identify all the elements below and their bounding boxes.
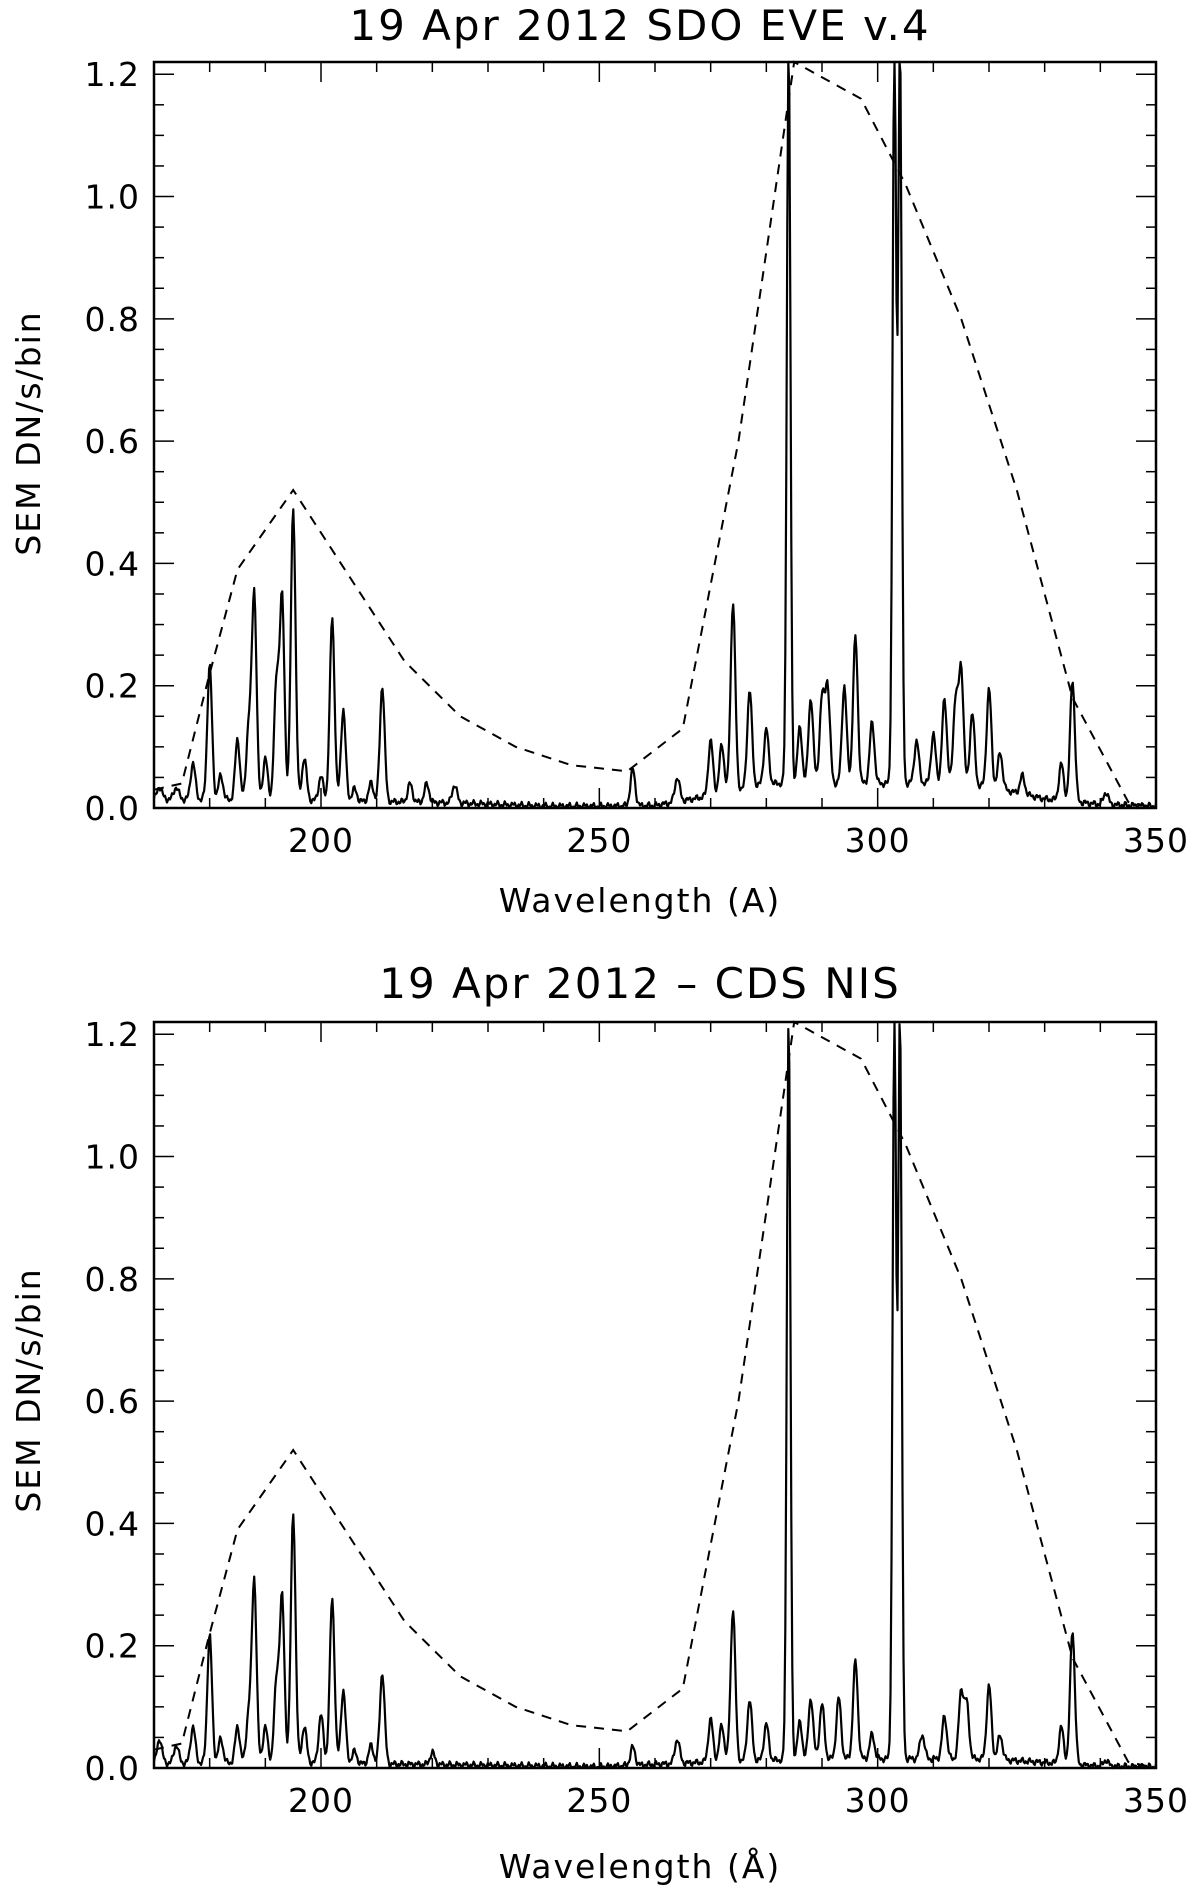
chart-title: 19 Apr 2012 SDO EVE v.4 <box>349 1 930 50</box>
y-tick-label: 0.6 <box>85 1382 140 1421</box>
y-tick-label: 0.2 <box>85 667 140 706</box>
y-tick-label: 1.2 <box>85 1015 140 1054</box>
x-tick-label: 250 <box>566 821 632 860</box>
response-curve-dashed <box>153 60 1157 809</box>
x-axis-label: Wavelength (A) <box>499 881 782 920</box>
tick-labels: 200 250 300 350 0.0 0.2 0.4 0.6 0.8 1.0 1.2 <box>85 55 1189 860</box>
x-tick-label: 200 <box>288 1781 354 1820</box>
y-tick-label: 0.8 <box>85 300 140 339</box>
y-tick-label: 0.0 <box>85 789 140 828</box>
y-tick-label: 0.8 <box>85 1260 140 1299</box>
chart-panel-cds: 19 Apr 2012 – CDS NIS Wavelength (Å) SEM… <box>9 959 1189 1886</box>
x-tick-label: 300 <box>845 1781 911 1820</box>
x-tick-label: 300 <box>845 821 911 860</box>
spectrum-line <box>152 60 1158 810</box>
y-tick-label: 0.2 <box>85 1627 140 1666</box>
x-tick-label: 350 <box>1123 821 1189 860</box>
x-axis-label: Wavelength (Å) <box>499 1846 782 1886</box>
spectrum-line <box>152 1020 1158 1770</box>
plot-frame <box>152 60 1158 810</box>
axis-ticks <box>154 62 1156 808</box>
tick-labels: 200 250 300 350 0.0 0.2 0.4 0.6 0.8 1.0 1.2 <box>85 1015 1189 1820</box>
x-tick-label: 200 <box>288 821 354 860</box>
y-axis-label: SEM DN/s/bin <box>9 1267 48 1512</box>
x-tick-label: 250 <box>566 1781 632 1820</box>
series-group <box>152 1020 1158 1770</box>
chart-title: 19 Apr 2012 – CDS NIS <box>379 959 901 1008</box>
y-tick-label: 1.0 <box>85 178 140 217</box>
y-tick-label: 1.2 <box>85 55 140 94</box>
plot-frame <box>152 1020 1158 1770</box>
y-tick-label: 0.4 <box>85 544 140 583</box>
axis-ticks <box>154 1022 1156 1768</box>
chart-panel-eve: 19 Apr 2012 SDO EVE v.4 Wavelength (A) S… <box>9 1 1189 920</box>
x-tick-label: 350 <box>1123 1781 1189 1820</box>
response-curve-dashed <box>153 1020 1157 1769</box>
y-tick-label: 0.6 <box>85 422 140 461</box>
y-tick-label: 0.0 <box>85 1749 140 1788</box>
series-group <box>152 60 1158 810</box>
y-tick-label: 1.0 <box>85 1138 140 1177</box>
y-axis-label: SEM DN/s/bin <box>9 310 48 555</box>
y-tick-label: 0.4 <box>85 1504 140 1543</box>
